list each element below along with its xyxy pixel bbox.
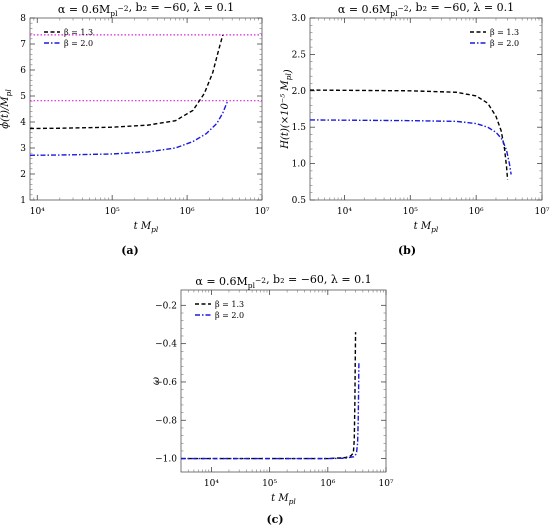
y-tick-label: 3 xyxy=(20,144,26,154)
series-line-beta-2-0 xyxy=(181,362,360,460)
y-tick-label: −0.2 xyxy=(155,301,177,311)
y-tick-label: 8 xyxy=(20,14,26,24)
x-tick-label: 10⁵ xyxy=(105,207,120,217)
y-tick-label: 4 xyxy=(20,118,26,128)
x-tick-label: 10⁴ xyxy=(30,207,45,217)
y-axis-label: ϕ(t)/Mpl xyxy=(0,89,13,129)
panel-caption: (a) xyxy=(121,244,139,257)
panel-caption: (b) xyxy=(398,244,416,257)
legend-label: β = 1.3 xyxy=(490,28,519,37)
chart-panel-a: α = 0.6Mpl−2, b₂ = −60, λ = 0.1 10⁴ 10⁵ 10⁶… xyxy=(0,1,270,257)
legend-label: β = 1.3 xyxy=(64,28,93,37)
plot-frame xyxy=(309,17,543,201)
legend-label: β = 1.3 xyxy=(215,300,244,309)
plot-frame xyxy=(29,17,263,201)
series-line-beta-1-3 xyxy=(310,89,509,180)
y-tick-label: 1.5 xyxy=(292,123,307,133)
legend-label: β = 2.0 xyxy=(215,311,244,320)
x-tick-label: 10⁶ xyxy=(320,479,335,489)
y-tick-label: 7 xyxy=(20,40,26,50)
x-tick-label: 10⁶ xyxy=(469,207,484,217)
panel-caption: (c) xyxy=(266,513,283,526)
x-tick-label: 10⁴ xyxy=(337,207,352,217)
chart-title: α = 0.6Mpl−2, b₂ = −60, λ = 0.1 xyxy=(338,1,514,18)
series-line-beta-2-0 xyxy=(310,119,512,175)
y-tick-label: −0.8 xyxy=(155,416,177,426)
y-tick-label: 1 xyxy=(20,196,26,206)
y-tick-label: 2 xyxy=(20,170,26,180)
x-tick-label: 10⁴ xyxy=(204,479,219,489)
chart-title: α = 0.6Mpl−2, b₂ = −60, λ = 0.1 xyxy=(58,1,234,18)
y-tick-label: 3.0 xyxy=(292,14,307,24)
chart-panel-b: α = 0.6Mpl−2, b₂ = −60, λ = 0.1 10⁴ 10⁵ 10⁶… xyxy=(280,1,550,257)
legend-label: β = 2.0 xyxy=(64,39,93,48)
legend-label: β = 2.0 xyxy=(490,39,519,48)
plot-frame xyxy=(180,289,387,473)
y-axis-label: ω xyxy=(151,377,162,385)
y-axis-label: H(t)(×10⁻⁵ Mpl) xyxy=(280,69,294,149)
y-tick-label: 2.0 xyxy=(292,87,307,97)
y-tick-label: −0.4 xyxy=(155,340,177,350)
y-tick-label: 6 xyxy=(20,66,26,76)
y-tick-label: 1.0 xyxy=(292,160,307,170)
y-tick-label: 2.5 xyxy=(292,50,307,60)
x-tick-label: 10⁵ xyxy=(403,207,418,217)
x-axis-label: t Mpl xyxy=(414,221,439,234)
x-tick-label: 10⁶ xyxy=(180,207,195,217)
x-axis-label: t Mpl xyxy=(134,221,159,234)
series-line-beta-1-3 xyxy=(181,332,357,460)
x-tick-label: 10⁷ xyxy=(378,479,393,489)
x-tick-label: 10⁷ xyxy=(534,207,549,217)
chart-panel-c: α = 0.6Mpl−2, b₂ = −60, λ = 0.1 10⁴ 10⁵ 10⁶… xyxy=(151,273,394,526)
chart-title: α = 0.6Mpl−2, b₂ = −60, λ = 0.1 xyxy=(195,273,371,290)
y-tick-label: −0.6 xyxy=(155,378,177,388)
series-line-beta-1-3 xyxy=(30,34,224,130)
series-line-beta-2-0 xyxy=(30,100,229,156)
y-tick-label: 5 xyxy=(20,92,26,102)
x-axis-label: t Mpl xyxy=(271,493,296,506)
x-tick-label: 10⁵ xyxy=(262,479,277,489)
y-tick-label: −1.0 xyxy=(155,455,177,465)
x-tick-label: 10⁷ xyxy=(254,207,269,217)
y-tick-label: 0.5 xyxy=(292,196,307,206)
